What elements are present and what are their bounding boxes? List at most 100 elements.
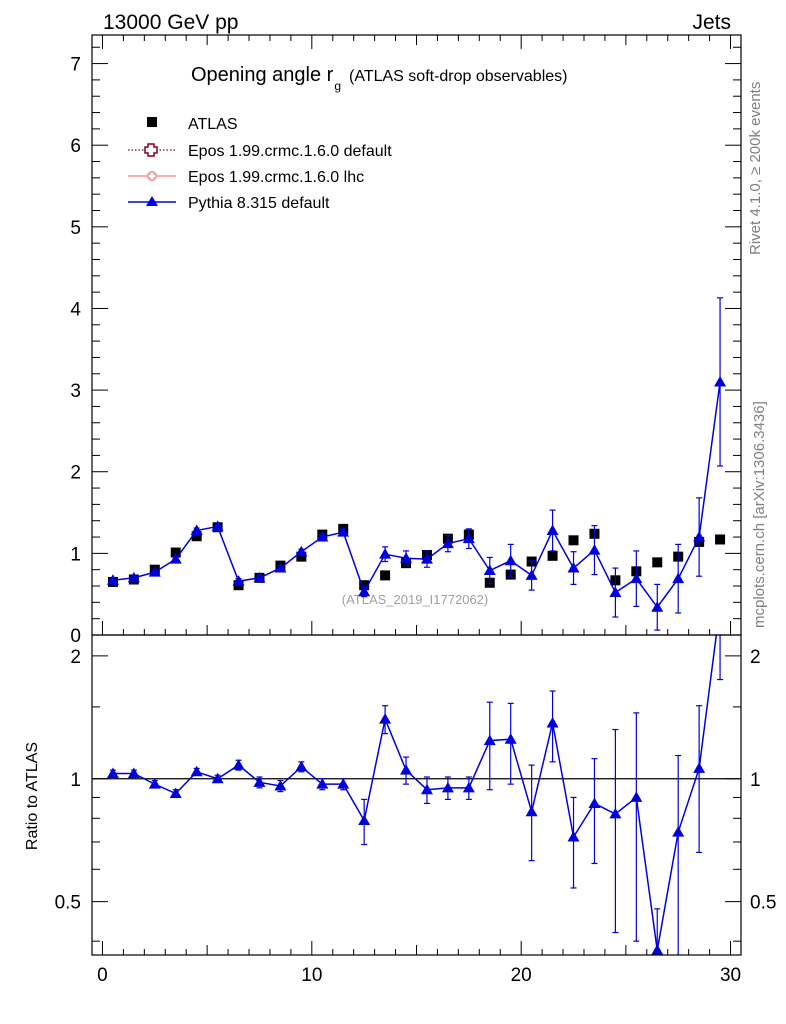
pythia-data-point: [609, 586, 622, 598]
atlas-data-point: [380, 570, 391, 581]
pythia-data-point: [274, 562, 287, 573]
ratio-data-point: [211, 772, 224, 784]
ratio-y-tick-label: 1: [70, 770, 81, 791]
pythia-data-point: [567, 562, 580, 573]
atlas-data-point: [568, 535, 579, 546]
pythia-data-point: [127, 571, 140, 583]
pythia-data-point: [651, 601, 664, 612]
ratio-data-point: [274, 779, 287, 791]
ratio-data-point: [379, 713, 392, 724]
top-y-tick-label: 6: [70, 136, 81, 157]
legend-label-pythia: Pythia 8.315 default: [188, 195, 330, 212]
analysis-watermark: (ATLAS_2019_I1772062): [342, 592, 488, 607]
mcplots-reference-label: mcplots.cern.ch [arXiv:1306.3436]: [751, 401, 768, 628]
ratio-data-point: [672, 826, 685, 837]
ratio-data-point: [190, 765, 203, 777]
top-y-tick-label: 4: [70, 299, 81, 320]
pythia-data-point: [379, 548, 392, 559]
x-tick-label: 0: [97, 965, 108, 986]
ratio-data-point: [127, 767, 140, 779]
pythia-data-point: [253, 571, 266, 583]
pythia-data-point: [483, 564, 496, 576]
atlas-data-point: [359, 580, 370, 591]
ratio-y-tick-label: 2: [70, 647, 81, 668]
pythia-data-point: [316, 531, 329, 542]
ratio-panel-data: [92, 635, 741, 955]
pythia-data-point: [190, 524, 203, 536]
ratio-data-point: [441, 781, 454, 793]
pythia-data-point: [525, 569, 538, 580]
process-label: Jets: [692, 11, 731, 34]
atlas-data-point: [547, 550, 558, 561]
ratio-data-point: [420, 783, 433, 795]
pythia-data-point: [630, 572, 643, 584]
ratio-data-point: [337, 778, 350, 789]
ratio-data-point: [567, 830, 580, 842]
pythia-data-point: [358, 585, 371, 597]
pythia-data-point: [546, 524, 559, 536]
x-tick-label: 30: [720, 965, 741, 986]
pythia-data-point: [504, 554, 517, 566]
top-y-tick-label: 2: [70, 463, 81, 484]
ratio-y-tick-label-right: 2: [750, 647, 761, 668]
legend-label-epos-lhc: Epos 1.99.crmc.1.6.0 lhc: [188, 169, 364, 186]
ratio-data-point: [651, 944, 664, 955]
ratio-data-point: [483, 734, 496, 746]
ratio-data-point: [462, 781, 475, 793]
atlas-data-point: [715, 534, 726, 545]
atlas-data-point: [170, 547, 181, 558]
ratio-data-point: [693, 762, 706, 773]
legend-marker-pythia: [146, 196, 158, 206]
top-y-tick-label: 3: [70, 381, 81, 402]
energy-label: 13000 GeV pp: [103, 11, 238, 34]
pythia-data-point: [148, 566, 161, 577]
pythia-data-point: [441, 537, 454, 549]
ratio-y-tick-label: 0.5: [55, 893, 81, 914]
ratio-panel-frame: [91, 634, 742, 956]
chart-title-suffix: (ATLAS soft-drop observables): [349, 68, 567, 85]
chart-title-main: Opening angle r: [191, 64, 334, 86]
ratio-y-axis-title: Ratio to ATLAS: [24, 742, 41, 850]
pythia-data-point: [295, 545, 308, 557]
ratio-data-point: [504, 733, 517, 744]
pythia-data-point: [693, 531, 706, 542]
legend: ATLAS Epos 1.99.crmc.1.6.0 default Epos …: [128, 116, 392, 212]
ratio-data-point: [525, 805, 538, 817]
ratio-data-point: [546, 716, 559, 728]
top-y-tick-label: 1: [70, 544, 81, 565]
pythia-series-line: [112, 381, 721, 609]
legend-marker-epos-default: [144, 143, 158, 157]
pythia-data-point: [232, 575, 245, 586]
ratio-data-point: [232, 759, 245, 770]
pythia-data-point: [400, 552, 413, 563]
ratio-data-point: [588, 797, 601, 808]
atlas-data-point: [191, 531, 202, 542]
pythia-data-point: [106, 574, 119, 585]
ratio-data-point: [358, 814, 371, 826]
top-panel-data: [106, 297, 727, 631]
ratio-y-tick-label-right: 0.5: [750, 893, 776, 914]
legend-label-atlas: ATLAS: [188, 116, 238, 133]
top-y-tick-label: 5: [70, 218, 81, 239]
pythia-data-point: [169, 553, 182, 564]
ratio-y-tick-label-right: 1: [750, 770, 761, 791]
ratio-data-point: [400, 764, 413, 775]
x-tick-label: 10: [301, 965, 322, 986]
pythia-data-point: [337, 526, 350, 537]
ratio-data-point: [106, 767, 119, 779]
pythia-data-point: [211, 520, 224, 531]
legend-marker-atlas: [147, 117, 157, 127]
legend-marker-epos-lhc: [147, 171, 157, 181]
ratio-data-point: [169, 787, 182, 799]
ratio-pythia-line: [112, 635, 718, 951]
atlas-data-point: [296, 551, 307, 562]
top-y-tick-label: 7: [70, 55, 81, 76]
chart-title: Opening angle rg (ATLAS soft-drop observa…: [191, 64, 567, 93]
ratio-data-point: [609, 807, 622, 819]
ratio-data-point: [148, 778, 161, 789]
rivet-version-label: Rivet 4.1.0, ≥ 200k events: [747, 82, 764, 255]
ratio-data-point: [316, 778, 329, 789]
chart-title-subscript: g: [334, 79, 341, 93]
pythia-data-point: [462, 532, 475, 544]
